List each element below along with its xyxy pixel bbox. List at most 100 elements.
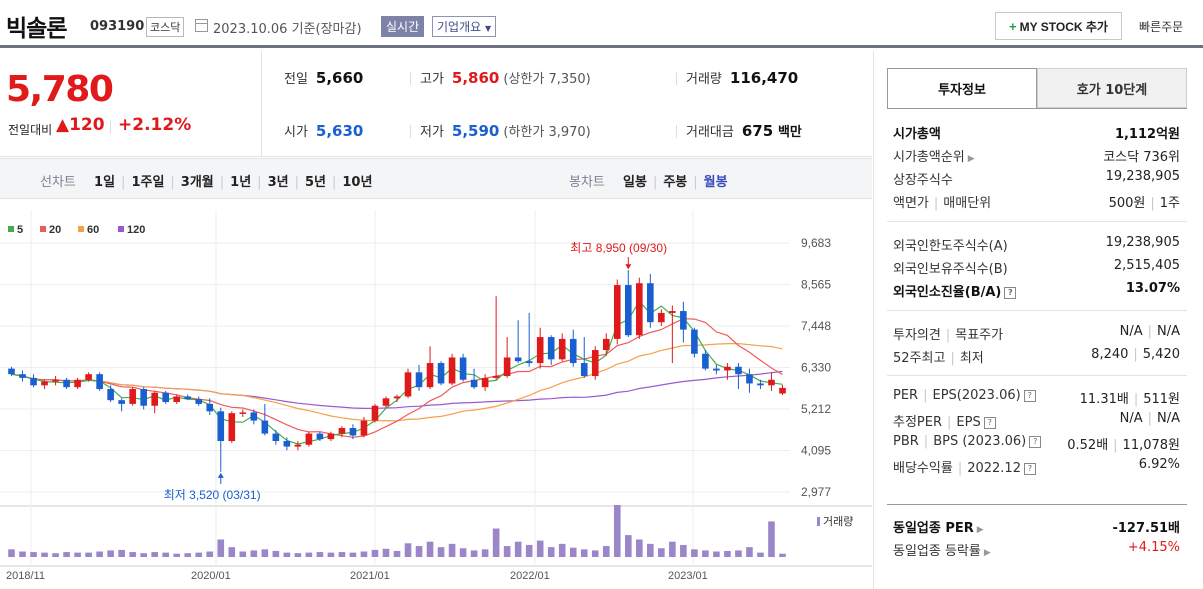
- info-row: PER | EPS(2023.06)? 11.31배 | 511원: [893, 388, 1180, 407]
- volume-bar: [349, 552, 357, 557]
- candle-body: [404, 372, 412, 397]
- volume-bar: [691, 549, 698, 557]
- period-button-5[interactable]: 5년: [304, 175, 326, 190]
- info-row: PBR | BPS (2023.06)? 0.52배 | 11,078원: [893, 434, 1180, 453]
- volume-bar: [382, 548, 390, 557]
- volume-bar: [360, 551, 368, 557]
- volume-bar: [393, 550, 401, 557]
- candle-period-button-2[interactable]: 월봉: [703, 175, 728, 190]
- candle-chart-periods: 봉차트 일봉 | 주봉 | 월봉: [569, 171, 728, 190]
- candle-body: [239, 412, 247, 414]
- volume-bar: [206, 551, 214, 557]
- candle-body: [525, 361, 533, 364]
- candle-body: [724, 366, 731, 371]
- candle-body: [338, 428, 346, 434]
- volume-bar: [74, 552, 81, 557]
- volume-bar: [492, 528, 500, 557]
- volume-bar: [85, 552, 92, 557]
- tab-order-book[interactable]: 호가 10단계: [1037, 68, 1187, 108]
- volume-bar: [580, 549, 588, 557]
- volume-bar: [239, 551, 247, 557]
- volume-bar: [658, 548, 665, 557]
- candle-body: [393, 396, 401, 399]
- help-icon[interactable]: ?: [1023, 463, 1036, 475]
- candle-body: [63, 379, 70, 388]
- x-tick-label: 2021/01: [350, 570, 390, 582]
- candle-body: [779, 387, 786, 394]
- period-button-0[interactable]: 1일: [94, 175, 116, 190]
- company-overview-button[interactable]: 기업개요 ▼: [432, 16, 497, 37]
- high-annotation: 최고 8,950 (09/30): [570, 241, 667, 255]
- chevron-down-icon: ▼: [485, 24, 492, 33]
- period-button-6[interactable]: 10년: [342, 175, 373, 190]
- period-button-2[interactable]: 3개월: [180, 175, 214, 190]
- help-icon[interactable]: ?: [1023, 390, 1036, 402]
- period-button-4[interactable]: 3년: [267, 175, 289, 190]
- volume-bar: [415, 546, 423, 557]
- volume-bar: [757, 552, 764, 557]
- period-button-1[interactable]: 1주일: [131, 175, 165, 190]
- volume-bar: [107, 550, 114, 557]
- candle-body: [371, 405, 379, 421]
- info-row: 52주최고 | 최저 8,240 | 5,420: [893, 347, 1180, 366]
- volume-bar: [19, 551, 26, 557]
- legend-entry: 5: [17, 224, 23, 236]
- price-chart[interactable]: 9,683 8,565 7,448 6,330 5,212 4,095 2,977 2018/…: [0, 200, 872, 589]
- info-row: 투자의견 | 목표주가 N/A | N/A: [893, 324, 1180, 343]
- candle-body: [30, 377, 37, 386]
- volume-bar: [195, 552, 203, 557]
- info-group-valuation: PER | EPS(2023.06)? 11.31배 | 511원 추정PER | EPS? N/…: [893, 385, 1180, 488]
- y-tick-label: 7,448: [801, 319, 831, 333]
- x-tick-label: 2023/01: [668, 570, 708, 582]
- info-row: 액면가 | 매매단위 500원 | 1주: [893, 196, 1180, 211]
- info-group-foreign: 외국인한도주식수(A) 19,238,905 외국인보유주식수(B) 2,515,40…: [893, 232, 1180, 301]
- candle-body: [580, 363, 588, 377]
- volume-label: 거래량: [823, 515, 853, 528]
- volume-bar: [459, 548, 467, 557]
- volume-bar: [30, 552, 37, 557]
- volume-bar: [8, 549, 15, 557]
- volume-bar: [96, 551, 103, 557]
- volume-bar: [129, 552, 136, 557]
- stat-low: 저가 5,590 (하한가 3,970): [420, 122, 591, 140]
- volume-bar: [371, 549, 379, 557]
- candle-body: [140, 389, 147, 406]
- stat-high: 고가 5,860 (상한가 7,350): [420, 69, 591, 87]
- tab-investment-info[interactable]: 투자정보: [887, 68, 1037, 108]
- volume-bar: [680, 544, 687, 557]
- low-arrow-head: [217, 472, 224, 478]
- candle-body: [349, 428, 357, 436]
- candle-period-button-1[interactable]: 주봉: [663, 175, 688, 190]
- current-price: 5,780: [6, 69, 114, 110]
- info-group-industry: 동일업종 PER ▶ -127.51배 동일업종 등락률 ▶ +4.15%: [893, 514, 1180, 560]
- quick-order-link[interactable]: 빠른주문: [1139, 20, 1184, 34]
- help-icon[interactable]: ?: [1029, 436, 1042, 448]
- chevron-right-icon[interactable]: ▶: [976, 525, 984, 535]
- candle-body: [283, 441, 291, 447]
- ma20-line: [11, 318, 783, 438]
- ma5-line: [11, 300, 783, 445]
- stat-open: 시가 5,630: [284, 122, 364, 140]
- candle-body: [735, 366, 742, 375]
- volume-bar: [779, 553, 786, 557]
- realtime-button[interactable]: 실시간: [381, 16, 425, 37]
- candle-body: [294, 444, 302, 447]
- period-button-3[interactable]: 1년: [230, 175, 252, 190]
- chevron-right-icon[interactable]: ▶: [983, 548, 991, 558]
- volume-bar: [151, 552, 158, 557]
- help-icon[interactable]: ?: [1004, 287, 1017, 299]
- volume-bar: [569, 547, 577, 557]
- chevron-right-icon[interactable]: ▶: [967, 154, 975, 164]
- candle-body: [327, 433, 335, 440]
- candle-body: [41, 381, 48, 386]
- current-price-box: 5,780 전일대비 ▲120 +2.12%: [0, 51, 262, 157]
- help-icon[interactable]: ?: [983, 417, 996, 429]
- volume-bar: [558, 543, 566, 557]
- volume-bar: [140, 553, 147, 557]
- volume-bar: [746, 547, 753, 557]
- candle-period-button-0[interactable]: 일봉: [623, 175, 647, 190]
- candle-body: [437, 363, 445, 384]
- add-my-stock-button[interactable]: + MY STOCK 추가: [995, 12, 1122, 40]
- info-row: 배당수익률 | 2022.12? 6.92%: [893, 457, 1180, 476]
- legend-entry: 20: [49, 224, 61, 236]
